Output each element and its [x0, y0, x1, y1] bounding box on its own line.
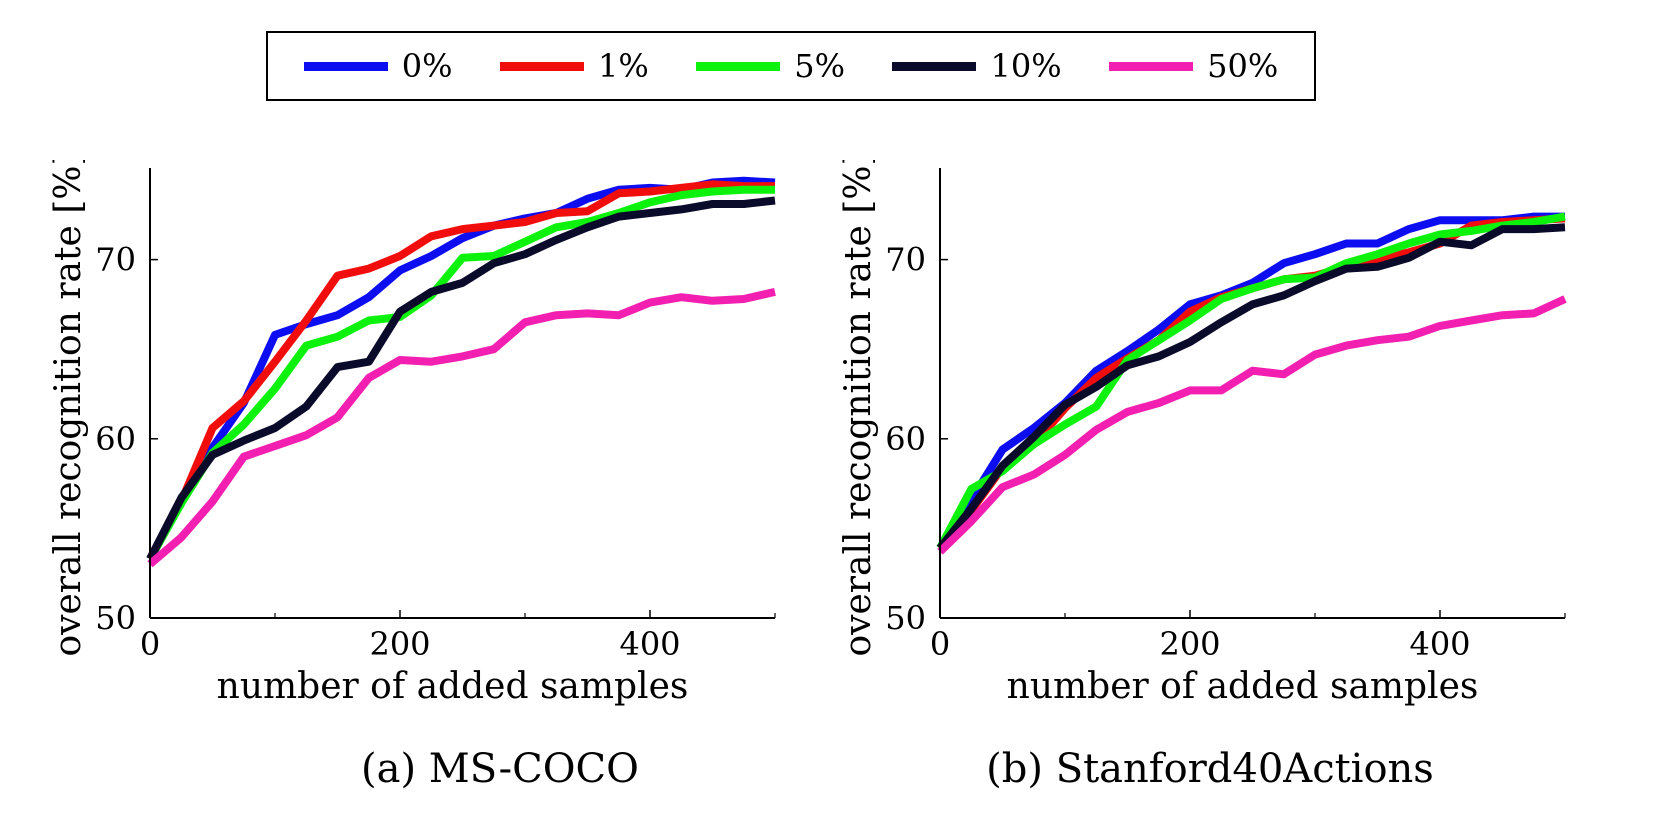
series-line-0pct: [146, 176, 776, 561]
y-axis-label: overall recognition rate [%]: [838, 160, 879, 657]
y-tick-label: 50: [95, 599, 136, 637]
y-tick-label: 60: [885, 420, 926, 458]
legend-label: 1%: [597, 47, 649, 85]
legend-swatch: [892, 61, 977, 71]
legend-label: 0%: [401, 47, 453, 85]
legend-item-1: 1%: [499, 47, 649, 85]
legend-label: 5%: [794, 47, 845, 85]
x-tick-label: 400: [619, 625, 680, 663]
chart-ms-coco: 0 200 400 50 60 70 number of added samples over…: [30, 160, 790, 720]
chart-svg: 0 200 400 50 60 70 number of added samples over…: [48, 160, 776, 707]
legend-item-4: 50%: [1109, 47, 1278, 85]
series-line-1pct: [936, 214, 1566, 551]
x-tick-label: 200: [369, 625, 430, 663]
y-tick-label: 60: [95, 420, 136, 458]
y-tick-label: 70: [885, 241, 926, 279]
x-tick-label: 0: [930, 625, 950, 663]
x-axis-label: number of added samples: [217, 666, 689, 707]
x-axis-label: number of added samples: [1007, 666, 1479, 707]
series-line-10pct: [936, 223, 1566, 551]
legend-swatch: [499, 61, 584, 71]
caption-ms-coco: (a) MS-COCO: [361, 746, 639, 792]
series-line-1pct: [146, 180, 775, 561]
chart-svg: 0 200 400 50 60 70 number of added samples over…: [838, 160, 1567, 707]
legend-item-2: 5%: [696, 47, 845, 85]
series-line-50pct: [937, 295, 1567, 555]
x-tick-label: 0: [140, 625, 160, 663]
legend-item-0: 0%: [303, 47, 453, 85]
caption-stanford40actions: (b) Stanford40Actions: [986, 746, 1434, 792]
series-line-10pct: [146, 196, 776, 561]
y-axis-label: overall recognition rate [%]: [48, 160, 89, 657]
series-line-0pct: [936, 212, 1565, 551]
series-line-5pct: [936, 212, 1566, 550]
x-tick-label: 200: [1159, 625, 1220, 663]
legend-swatch: [1109, 61, 1194, 71]
legend-swatch: [696, 61, 781, 71]
y-tick-label: 50: [885, 599, 926, 637]
y-tick-label: 70: [95, 241, 136, 279]
legend-item-3: 10%: [892, 47, 1062, 85]
series-line-50pct: [147, 287, 776, 568]
legend: 0% 1% 5% 10% 50%: [266, 31, 1316, 101]
legend-label: 10%: [990, 47, 1062, 85]
series-line-5pct: [146, 185, 775, 561]
legend-label: 50%: [1207, 47, 1279, 85]
x-tick-label: 400: [1409, 625, 1470, 663]
chart-stanford40actions: 0 200 400 50 60 70 number of added samples over…: [820, 160, 1580, 720]
legend-swatch: [303, 61, 388, 71]
